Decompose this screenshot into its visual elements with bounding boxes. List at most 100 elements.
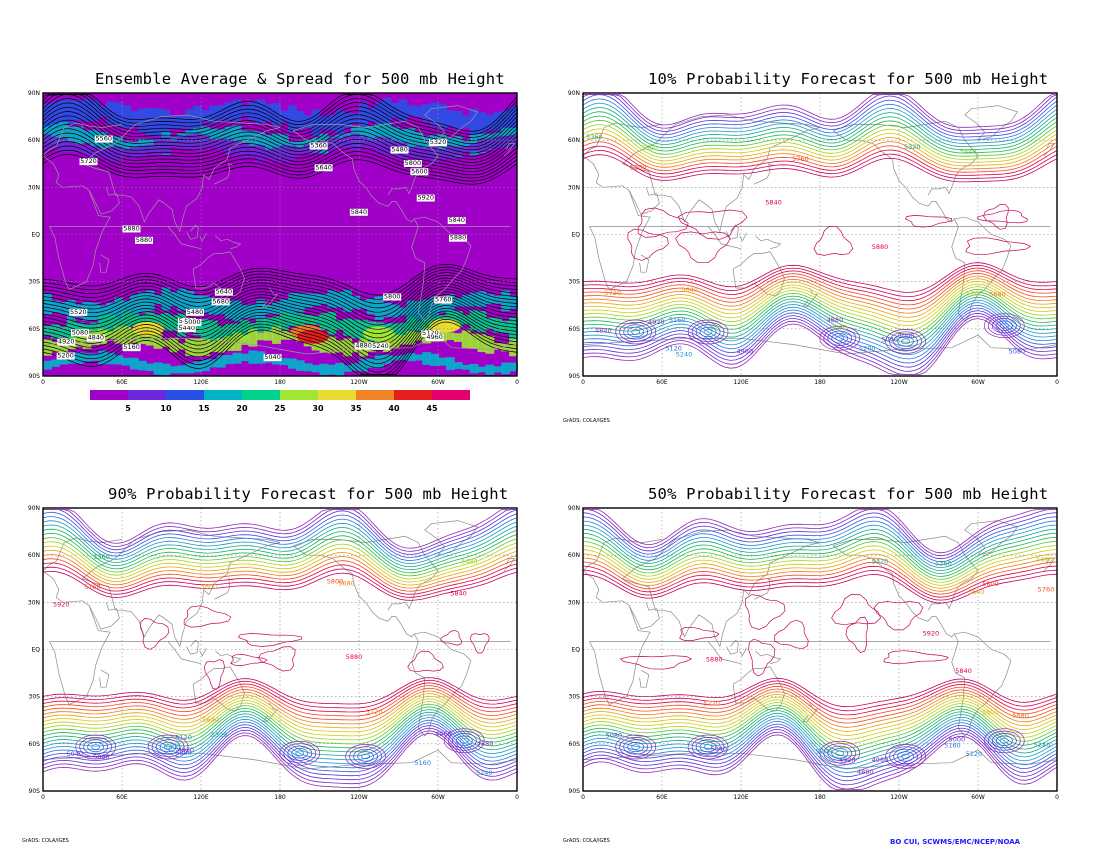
p50-contour-label: 5920	[923, 630, 940, 638]
p90-contour-label: 5480	[461, 557, 478, 565]
p10-contour-labels: 5440 5600 5760 5800 5840 5880 5640 5680 5720 5520…	[586, 133, 1025, 358]
panel-title-p50: 50% Probability Forecast for 500 mb Heig…	[648, 485, 1049, 503]
p10-contour-label: 5040	[881, 336, 898, 344]
colorbar-swatch	[128, 390, 166, 400]
spread-contour-label: 5760	[435, 296, 452, 304]
colorbar-swatch	[318, 390, 356, 400]
colorbar-swatch	[166, 390, 204, 400]
p10-contour-label: 5080	[1009, 348, 1026, 356]
spread-gridlines	[43, 93, 517, 376]
colorbar-swatch	[432, 390, 470, 400]
spread-contour-label: 5360	[310, 142, 327, 150]
spread-map-frame	[42, 92, 518, 377]
p90-lat-tick-label: 30N	[28, 599, 40, 606]
p10-contour-label: 5760	[792, 155, 809, 163]
p90-contour-label: 5160	[414, 759, 431, 767]
p90-map-frame	[42, 507, 518, 792]
p10-contour-label: 5800	[630, 163, 647, 171]
p50-lat-tick-label: 30N	[568, 599, 580, 606]
p10-polar-lows	[615, 313, 1025, 354]
p90-lat-tick-label: 30S	[29, 694, 41, 701]
spread-lat-tick-label: 30N	[28, 184, 40, 191]
spread-contour-label: 5560	[95, 135, 112, 143]
p50-contour-label: 5480	[1036, 556, 1053, 564]
p50-gridlines	[583, 508, 1057, 791]
p50-contour-label: 4960	[872, 756, 889, 764]
spread-contour-label: 5880	[123, 224, 140, 232]
p50-contour-label: 5200	[816, 747, 833, 755]
p90-contour-label: 5080	[175, 749, 192, 757]
p10-contour-label: 5720	[605, 289, 622, 297]
colorbar-swatch	[204, 390, 242, 400]
spread-contour-label: 5840	[448, 216, 465, 224]
p10-lat-tick-label: 60N	[568, 137, 580, 144]
spread-lat-tick-label: EQ	[31, 232, 40, 239]
p50-lat-tick-label: 60S	[569, 741, 581, 748]
colorbar-swatch	[394, 390, 432, 400]
p10-contour-label: 4840	[595, 326, 612, 334]
p50-lat-tick-label: 90S	[569, 788, 581, 795]
p90-contour-label: 5200	[164, 743, 181, 751]
p10-contour-label: 5840	[765, 199, 782, 207]
p10-lat-tick-label: 60S	[569, 326, 581, 333]
colorbar-swatch	[356, 390, 394, 400]
p10-lon-tick-label: 0	[581, 379, 585, 386]
panel-title-p90: 90% Probability Forecast for 500 mb Heig…	[108, 485, 509, 503]
p90-lon-tick-label: 0	[41, 794, 45, 801]
p90-polar-lows	[75, 728, 485, 769]
spread-contour-label: 4960	[426, 333, 443, 341]
p90-contour-label: 5120	[175, 734, 192, 742]
p90-tropical-contours	[140, 605, 490, 690]
p50-contour-label: 5760	[1038, 585, 1055, 593]
p50-lon-tick-label: 0	[1055, 794, 1059, 801]
p10-contour-label: 5240	[676, 351, 693, 359]
panel-title-spread: Ensemble Average & Spread for 500 mb Hei…	[95, 70, 505, 88]
colorbar-swatch	[280, 390, 318, 400]
spread-contour-label: 5880	[450, 234, 467, 242]
colorbar-label: 5	[125, 404, 131, 413]
spread-lat-tick-label: 90N	[28, 90, 40, 97]
p50-contour-labels: 5600 5480 5360 5320 5760 5720 5800 5840 5880 5920…	[606, 556, 1055, 776]
p50-lat-tick-label: 90N	[568, 505, 580, 512]
p50-lon-tick-label: 0	[581, 794, 585, 801]
spread-contour-label: 5440	[178, 324, 195, 332]
spread-contour-label: 5520	[70, 308, 87, 316]
p90-contour-label: 5840	[450, 589, 467, 597]
colorbar-label: 35	[350, 404, 362, 413]
p90-contour-label: 5240	[476, 769, 493, 777]
grads-credit-bottom-left: GrADS: COLA/IGES	[22, 838, 69, 844]
p50-contour-label: 5320	[872, 558, 889, 566]
spread-contour-label: 4880	[355, 342, 372, 350]
grads-credit-bottom-right: GrADS: COLA/IGES	[563, 838, 610, 844]
p50-contour-label: 5360	[935, 559, 952, 567]
colorbar-label: 40	[388, 404, 400, 413]
spread-contour-label: 5680	[212, 297, 229, 305]
p50-contour-label: 5000	[949, 736, 966, 744]
p10-contour-label: 5600	[966, 289, 983, 297]
p90-contour-label: 5920	[53, 600, 70, 608]
p10-contour-label: 5160	[669, 316, 686, 324]
p50-contour-label: 5600	[982, 709, 999, 717]
p50-contour-lines	[582, 509, 1058, 790]
p50-lon-tick-label: 120W	[890, 794, 907, 801]
spread-contour-label: 5920	[417, 194, 434, 202]
p90-lon-tick-label: 180	[274, 794, 286, 801]
spread-lat-tick-label: 60N	[28, 137, 40, 144]
map-p90: 5600 5480 5360 5320 5760 5720 5800 5840 5880 5920…	[28, 505, 519, 801]
p10-lon-tick-label: 60E	[656, 379, 668, 386]
p90-contour-label: 5600	[201, 582, 218, 590]
spread-contour-label: 5720	[80, 157, 97, 165]
p90-contour-label: 5360	[93, 553, 110, 561]
spread-lon-tick-label: 60W	[431, 379, 445, 386]
p50-contour-label: 5840	[955, 667, 972, 675]
p50-contour-label: 5120	[966, 750, 983, 758]
p50-contour-label: 5880	[706, 656, 723, 664]
spread-contour-label: 5640	[216, 288, 233, 296]
spread-contour-label: 5120	[422, 329, 439, 337]
p50-tropical-contours	[619, 594, 949, 677]
spread-contour-label: 5480	[187, 308, 204, 316]
spread-contour-label: 5600	[411, 167, 428, 175]
spread-lat-tick-label: 60S	[29, 326, 41, 333]
p10-contour-label: 5360	[586, 133, 603, 141]
spread-contour-label: 5000	[184, 318, 201, 326]
